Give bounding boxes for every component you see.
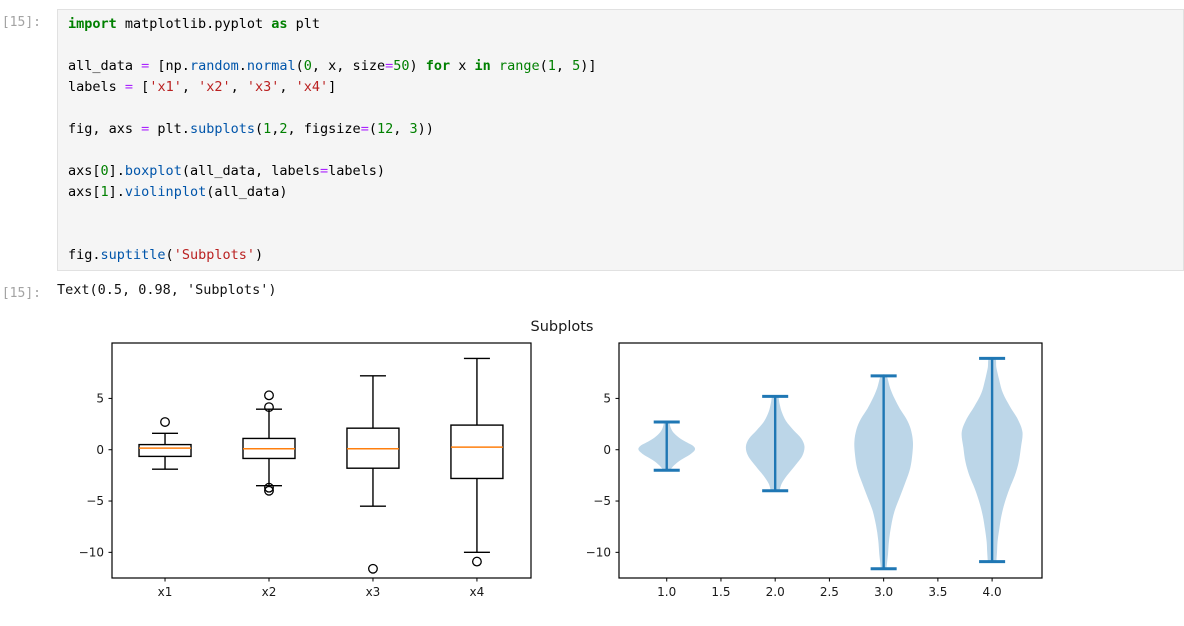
code-line: axs[1].violinplot(all_data) — [68, 184, 288, 200]
outlier-marker — [471, 556, 482, 567]
x-tick-label: x3 — [366, 585, 381, 599]
output-cell: [15]: Text(0.5, 0.98, 'Subplots') — [0, 280, 1184, 301]
code-line — [68, 203, 1175, 224]
output-prompt: [15]: — [1, 286, 41, 301]
outlier-marker — [264, 402, 274, 413]
outlier-marker — [264, 485, 274, 496]
code-line — [68, 98, 1175, 119]
x-tick-label: x1 — [158, 585, 173, 599]
x-tick-label: 4.0 — [983, 585, 1002, 599]
boxplot-axes: 5 0 −5 −10 x1 x2 x3 x4 — [79, 342, 532, 599]
y-tick-label: −10 — [79, 546, 104, 560]
input-prompt: [15]: — [1, 15, 41, 30]
box — [450, 424, 504, 480]
code-line: import matplotlib.pyplot as plt — [68, 16, 320, 32]
x-tick-label: 3.0 — [874, 585, 893, 599]
x-tick-label: 2.0 — [766, 585, 785, 599]
code-line: fig, axs = plt.subplots(1,2, figsize=(12… — [68, 121, 434, 137]
code-line — [68, 140, 1175, 161]
code-line — [68, 35, 1175, 56]
figure-svg: Subplots 5 0 −5 −10 x1 x2 x3 x4 5 0 −5 −10 1.0 1.5 2.0 2… — [79, 319, 1043, 599]
output-text: Text(0.5, 0.98, 'Subplots') — [57, 282, 277, 298]
y-tick-label: 0 — [96, 443, 104, 457]
y-tick-label: 0 — [603, 443, 611, 457]
code-line: axs[0].boxplot(all_data, labels=labels) — [68, 163, 386, 179]
outlier-marker — [160, 417, 170, 427]
outlier-marker — [368, 563, 378, 574]
code-editor[interactable]: import matplotlib.pyplot as plt all_data… — [57, 9, 1184, 271]
y-tick-label: −10 — [586, 546, 611, 560]
violin-axes: 5 0 −5 −10 1.0 1.5 2.0 2.5 3.0 3.5 4.0 — [586, 342, 1043, 599]
figure-output: Subplots 5 0 −5 −10 x1 x2 x3 x4 5 0 −5 −10 1.0 1.5 2.0 2… — [0, 305, 1184, 622]
code-line — [68, 224, 1175, 245]
box — [138, 443, 192, 458]
x-tick-label: 2.5 — [820, 585, 839, 599]
y-tick-label: 5 — [96, 392, 104, 406]
x-tick-label: x2 — [262, 585, 277, 599]
y-tick-label: −5 — [593, 494, 611, 508]
code-line: all_data = [np.random.normal(0, x, size=… — [68, 58, 597, 74]
y-tick-label: −5 — [86, 494, 104, 508]
y-tick-label: 5 — [603, 392, 611, 406]
input-cell: [15]: import matplotlib.pyplot as plt al… — [0, 9, 1184, 271]
axes-frame — [618, 342, 1043, 579]
outlier-marker — [264, 482, 274, 493]
code-line: fig.suptitle('Subplots') — [68, 247, 264, 263]
code-line: labels = ['x1', 'x2', 'x3', 'x4'] — [68, 79, 337, 95]
figure-title: Subplots — [531, 319, 594, 335]
x-tick-label: 1.0 — [657, 585, 676, 599]
x-tick-label: x4 — [470, 585, 485, 599]
axes-frame — [111, 342, 532, 579]
outlier-marker — [264, 390, 274, 401]
x-tick-label: 3.5 — [928, 585, 947, 599]
x-tick-label: 1.5 — [711, 585, 730, 599]
